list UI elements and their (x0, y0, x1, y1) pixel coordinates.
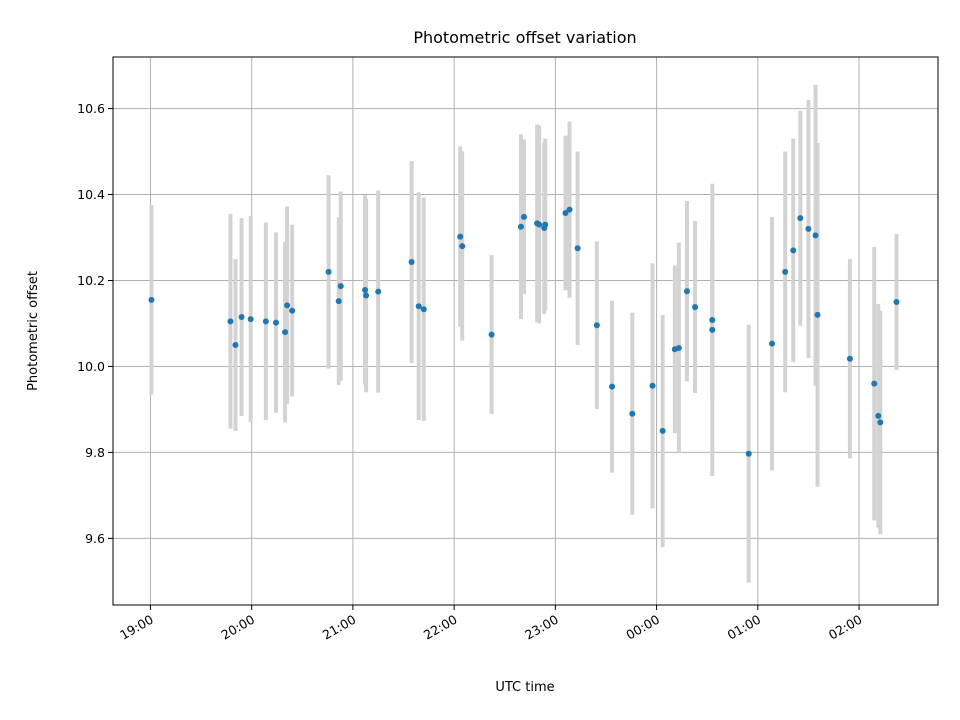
data-point (593, 322, 600, 329)
data-point (284, 302, 291, 309)
data-point (457, 233, 464, 240)
data-point (846, 355, 853, 362)
data-point (227, 318, 234, 325)
data-point (337, 283, 344, 290)
y-tick-label: 10.2 (77, 273, 105, 288)
data-point (629, 410, 636, 417)
y-tick-label: 10.0 (77, 359, 105, 374)
y-axis-label: Photometric offset (26, 271, 41, 391)
y-tick-label: 10.6 (77, 101, 105, 116)
data-point (420, 306, 427, 313)
data-point (415, 303, 422, 310)
y-tick-label: 9.8 (85, 445, 105, 460)
data-point (790, 247, 797, 254)
plot-frame (112, 56, 939, 606)
data-point (262, 318, 269, 325)
grid (113, 57, 938, 605)
data-point (814, 311, 821, 318)
data-point (812, 232, 819, 239)
data-point (272, 319, 279, 326)
data-point (609, 383, 616, 390)
data-point (542, 221, 549, 228)
data-point (877, 419, 884, 426)
data-point (335, 298, 342, 305)
data-point (375, 288, 382, 295)
data-point (782, 268, 789, 275)
data-point (488, 331, 495, 338)
data-point (875, 412, 882, 419)
data-point (692, 304, 699, 311)
data-point (659, 427, 666, 434)
data-point (363, 292, 370, 299)
data-point (893, 298, 900, 305)
data-point (325, 268, 332, 275)
data-point (797, 215, 804, 222)
data-points (148, 206, 900, 457)
y-axis: 9.6 9.8 10.0 10.2 10.4 10.6 (77, 101, 113, 546)
y-tick-label: 9.6 (85, 531, 105, 546)
data-point (562, 210, 569, 217)
data-point (238, 314, 245, 321)
data-point (289, 307, 296, 314)
data-point (675, 344, 682, 351)
y-tick-label: 10.4 (77, 187, 105, 202)
data-point (709, 317, 716, 324)
data-point (232, 341, 239, 348)
x-axis-label: UTC time (495, 680, 554, 695)
chart-title: Photometric offset variation (413, 28, 636, 47)
data-point (459, 243, 466, 250)
data-point (709, 326, 716, 333)
data-point (871, 380, 878, 387)
data-point (768, 340, 775, 347)
data-point (247, 316, 254, 323)
data-point (683, 288, 690, 295)
data-point (282, 329, 289, 336)
data-point (566, 206, 573, 213)
data-point (574, 245, 581, 252)
data-point (520, 213, 527, 220)
data-point (517, 223, 524, 230)
data-point (805, 225, 812, 232)
data-point (649, 382, 656, 389)
data-point (745, 450, 752, 457)
data-point (148, 296, 155, 303)
data-point (408, 259, 415, 266)
data-point (362, 286, 369, 293)
data-point (536, 221, 543, 228)
